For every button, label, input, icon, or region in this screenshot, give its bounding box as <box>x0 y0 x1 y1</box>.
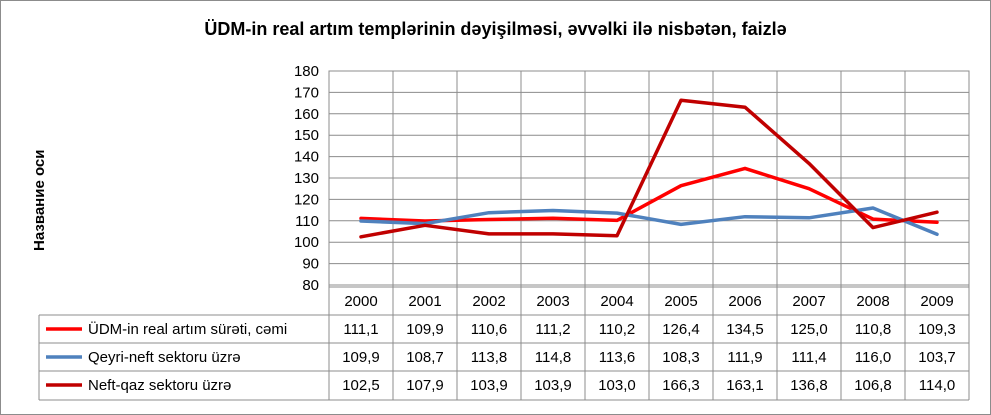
data-label: 108,7 <box>406 349 444 366</box>
data-label: 136,8 <box>790 377 828 394</box>
y-tick-label: 100 <box>294 234 319 251</box>
data-label: 113,6 <box>599 349 635 366</box>
data-label: 134,5 <box>726 321 764 338</box>
y-tick-label: 180 <box>294 63 319 80</box>
data-label: 103,0 <box>598 377 636 394</box>
x-category-label: 2001 <box>408 293 441 310</box>
data-label: 109,9 <box>342 349 380 366</box>
data-label: 108,3 <box>662 349 700 366</box>
data-label: 111,9 <box>727 349 762 366</box>
x-category-label: 2009 <box>920 293 953 310</box>
y-tick-label: 120 <box>294 191 319 208</box>
x-category-label: 2005 <box>664 293 697 310</box>
x-category-label: 2004 <box>600 293 633 310</box>
data-label: 109,9 <box>406 321 444 338</box>
data-label: 109,3 <box>918 321 956 338</box>
series-line <box>359 98 939 239</box>
data-label: 111,1 <box>343 321 378 338</box>
data-label: 111,4 <box>791 349 826 366</box>
data-label: 107,9 <box>406 377 444 394</box>
data-label: 106,8 <box>854 377 892 394</box>
y-tick-label: 140 <box>294 149 319 166</box>
data-label: 114,0 <box>919 377 955 394</box>
data-label: 113,8 <box>471 349 507 366</box>
series-line <box>359 206 939 237</box>
data-label: 110,8 <box>855 321 891 338</box>
data-label: 163,1 <box>726 377 764 394</box>
data-label: 103,9 <box>534 377 572 394</box>
data-label: 111,2 <box>535 321 570 338</box>
x-category-label: 2008 <box>856 293 889 310</box>
data-label: 114,8 <box>535 349 571 366</box>
x-category-label: 2003 <box>536 293 569 310</box>
data-label: 103,7 <box>918 349 956 366</box>
data-label: 166,3 <box>662 377 700 394</box>
legend-label: Neft-qaz sektoru üzrə <box>88 377 231 394</box>
y-tick-label: 90 <box>302 256 319 273</box>
x-category-label: 2000 <box>344 293 377 310</box>
x-category-label: 2002 <box>472 293 505 310</box>
series-line <box>359 166 939 225</box>
chart-title: ÜDM-in real artım templərinin dəyişilməs… <box>204 19 787 39</box>
data-label: 110,6 <box>471 321 507 338</box>
data-label: 116,0 <box>855 349 891 366</box>
y-tick-label: 150 <box>294 127 319 144</box>
data-label: 102,5 <box>342 377 380 394</box>
y-tick-label: 80 <box>302 277 319 294</box>
y-tick-label: 160 <box>294 106 319 123</box>
y-tick-label: 130 <box>294 170 319 187</box>
y-tick-label: 170 <box>294 84 319 101</box>
legend-label: Qeyri-neft sektoru üzrə <box>88 349 241 366</box>
x-category-label: 2007 <box>792 293 825 310</box>
data-label: 125,0 <box>790 321 828 338</box>
y-tick-label: 110 <box>295 213 319 230</box>
data-label: 103,9 <box>470 377 508 394</box>
data-label: 126,4 <box>662 321 700 338</box>
legend-label: ÜDM-in real artım sürəti, cəmi <box>88 320 287 338</box>
x-category-label: 2006 <box>728 293 761 310</box>
data-label: 110,2 <box>599 321 635 338</box>
